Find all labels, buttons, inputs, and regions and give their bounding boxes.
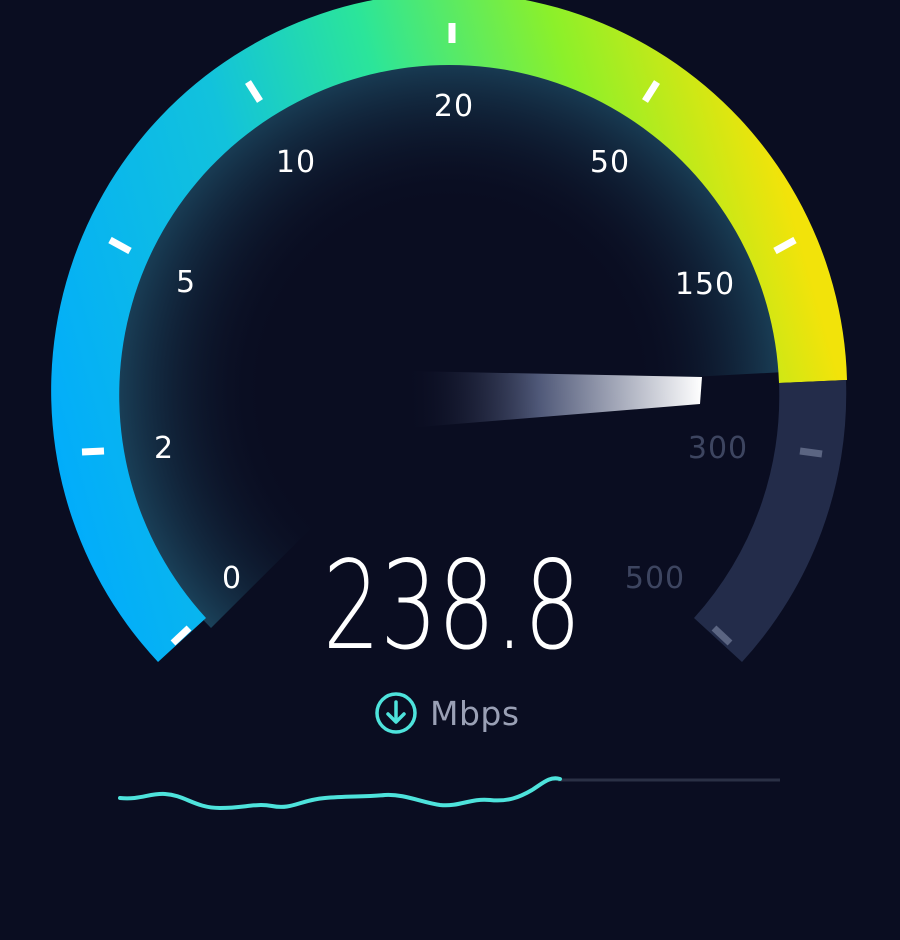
speed-value: 238.8	[322, 535, 582, 677]
gauge-active-arc	[51, 0, 847, 662]
gauge-tick	[108, 236, 132, 255]
gauge-label-50: 50	[590, 145, 630, 180]
gauge-tick	[773, 236, 797, 255]
gauge-glow	[113, 55, 785, 629]
gauge-label-5: 5	[176, 265, 196, 300]
gauge-label-20: 20	[434, 89, 474, 124]
gauge-tick	[642, 80, 660, 103]
gauge-label-10: 10	[276, 145, 316, 180]
gauge-tick	[711, 625, 733, 646]
speed-unit-label: Mbps	[430, 693, 520, 733]
gauge-tick	[170, 625, 192, 646]
gauge-ticks	[81, 23, 823, 646]
gauge-label-2: 2	[154, 431, 174, 466]
unit-row: Mbps	[374, 690, 520, 736]
gauge-label-300: 300	[688, 431, 748, 466]
gauge-label-0: 0	[222, 561, 242, 596]
gauge-tick	[245, 80, 263, 103]
gauge-label-500: 500	[625, 561, 685, 596]
history-line	[118, 776, 562, 810]
gauge-tick	[799, 447, 823, 458]
download-arrow-icon	[375, 692, 417, 734]
gauge-tick	[81, 447, 105, 456]
gauge-label-150: 150	[675, 267, 735, 302]
gauge-scale-labels: 0 2 5 10 20 50 150 300 500	[154, 89, 748, 596]
gauge-needle	[407, 371, 702, 428]
